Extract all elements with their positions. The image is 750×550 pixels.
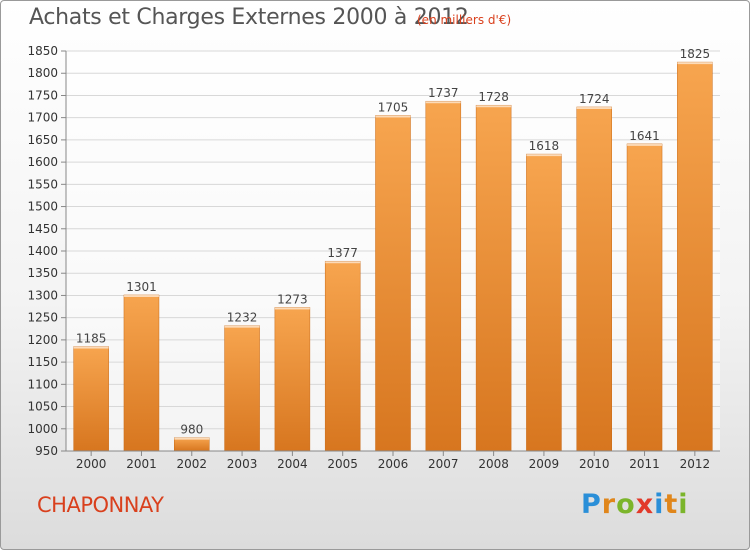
bar-2006 <box>375 115 411 452</box>
y-tick-label: 1150 <box>27 355 58 369</box>
bar-2000 <box>73 346 109 452</box>
x-tick-label-2008: 2008 <box>478 457 509 471</box>
value-label-2009: 1618 <box>529 139 560 153</box>
bar-highlight <box>325 261 361 264</box>
bar-2001 <box>123 294 160 452</box>
value-label-2012: 1825 <box>680 47 711 61</box>
x-tick-label-2006: 2006 <box>378 457 409 471</box>
bar-highlight <box>375 115 411 118</box>
value-label-2001: 1301 <box>126 280 157 294</box>
y-tick-label: 1600 <box>27 155 58 169</box>
x-tick-label-2004: 2004 <box>277 457 308 471</box>
bar-highlight <box>224 325 260 328</box>
value-label-2006: 1705 <box>378 100 409 114</box>
value-label-2011: 1641 <box>629 129 660 143</box>
value-label-2002: 980 <box>180 423 203 437</box>
y-tick-label: 1500 <box>27 200 58 214</box>
value-label-2004: 1273 <box>277 292 308 306</box>
y-tick-label: 1300 <box>27 288 58 302</box>
x-tick-label-2002: 2002 <box>176 457 207 471</box>
y-tick-label: 1000 <box>27 422 58 436</box>
logo-letter: i <box>678 489 689 520</box>
y-tick-label: 1750 <box>27 88 58 102</box>
logo-letter: t <box>664 489 679 520</box>
y-tick-label: 1100 <box>27 377 58 391</box>
y-tick-label: 1550 <box>27 177 58 191</box>
bar-highlight <box>677 62 713 65</box>
bar-2004 <box>274 307 311 452</box>
x-tick-label-2007: 2007 <box>428 457 459 471</box>
logo-letter: P <box>581 489 602 520</box>
value-label-2003: 1232 <box>227 311 258 325</box>
bar-highlight <box>274 307 310 310</box>
bar-2008 <box>475 104 512 452</box>
town-name: CHAPONNAY <box>37 493 164 517</box>
bar-highlight <box>425 101 461 104</box>
bar-2011 <box>626 143 663 452</box>
x-tick-label-2001: 2001 <box>126 457 157 471</box>
y-tick-label: 1650 <box>27 133 58 147</box>
value-label-2005: 1377 <box>327 246 358 260</box>
bar-2005 <box>324 260 361 452</box>
bar-highlight <box>123 295 159 297</box>
x-tick-label-2000: 2000 <box>76 457 107 471</box>
proxiti-logo: Proxiti <box>581 489 689 520</box>
y-tick-label: 1350 <box>27 266 58 280</box>
logo-letter: r <box>601 489 617 520</box>
y-tick-label: 1250 <box>27 311 58 325</box>
value-label-2000: 1185 <box>76 332 107 346</box>
value-label-2007: 1737 <box>428 86 459 100</box>
y-tick-label: 1850 <box>27 44 58 58</box>
y-tick-label: 1450 <box>27 222 58 236</box>
y-tick-label: 1050 <box>27 400 58 414</box>
bar-highlight <box>526 154 562 157</box>
y-tick-label: 1700 <box>27 111 58 125</box>
x-tick-label-2003: 2003 <box>227 457 258 471</box>
y-tick-label: 1800 <box>27 66 58 80</box>
bar-highlight <box>73 346 109 349</box>
chart-subtitle: (en milliers d'€) <box>417 13 512 27</box>
x-tick-label-2012: 2012 <box>680 457 711 471</box>
bar-2012 <box>677 61 713 452</box>
value-label-2010: 1724 <box>579 92 610 106</box>
bar-2009 <box>526 153 562 452</box>
bar-highlight <box>627 143 663 146</box>
x-tick-label-2011: 2011 <box>629 457 660 471</box>
logo-letter: x <box>635 489 655 520</box>
x-tick-label-2009: 2009 <box>529 457 560 471</box>
y-tick-label: 1200 <box>27 333 58 347</box>
bar-2007 <box>425 100 462 452</box>
bar-highlight <box>476 105 512 108</box>
bar-2003 <box>224 325 260 452</box>
x-tick-label-2005: 2005 <box>327 457 358 471</box>
y-tick-label: 950 <box>35 444 58 458</box>
logo-letter: o <box>616 489 636 520</box>
logo-letter: i <box>654 489 665 520</box>
chart-title: Achats et Charges Externes 2000 à 2012 <box>29 5 469 30</box>
y-tick-label: 1400 <box>27 244 58 258</box>
value-label-2008: 1728 <box>478 90 509 104</box>
x-tick-label-2010: 2010 <box>579 457 610 471</box>
bar-2010 <box>576 106 612 452</box>
bar-highlight <box>576 107 612 109</box>
bar-highlight <box>174 437 210 440</box>
